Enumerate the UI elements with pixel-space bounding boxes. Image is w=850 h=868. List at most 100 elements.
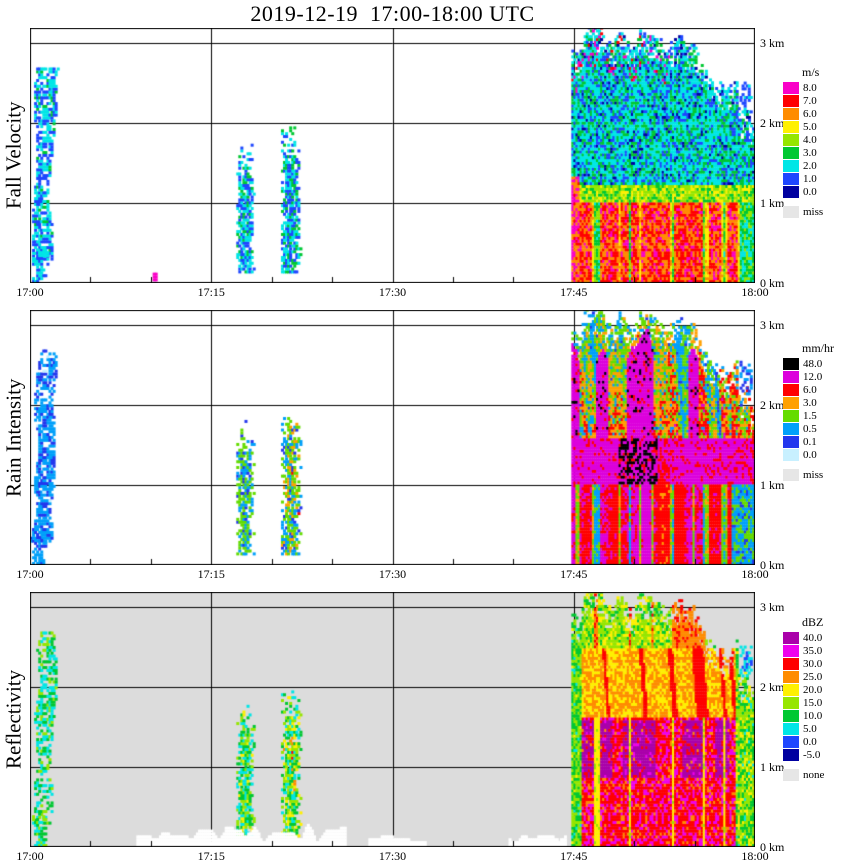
height-tick-label: 2 km — [760, 680, 785, 694]
colorbar-unit-fall-velocity: m/s — [802, 65, 820, 79]
colorbar-swatch — [783, 186, 799, 198]
colorbar-entry: 7.0 — [783, 95, 817, 107]
x-tick-label: 17:45 — [560, 567, 588, 581]
x-tick-label: 18:00 — [741, 849, 769, 863]
colorbar-swatch — [783, 769, 799, 781]
colorbar-swatch — [783, 645, 799, 657]
colorbar-entry: 3.0 — [783, 397, 817, 409]
colorbar-entry: 4.0 — [783, 134, 817, 146]
x-tick-label: 17:30 — [378, 285, 407, 299]
colorbar-value-label: 15.0 — [803, 697, 823, 709]
colorbar-value-label: 30.0 — [803, 658, 823, 670]
colorbar-entry: miss — [783, 469, 823, 481]
colorbar-swatch — [783, 410, 799, 422]
colorbar-value-label: 48.0 — [803, 358, 823, 370]
colorbar-value-label: 0.0 — [803, 449, 817, 461]
colorbar-entry: 12.0 — [783, 371, 822, 383]
colorbar-swatch — [783, 632, 799, 644]
colorbar-entry: 0.1 — [783, 436, 817, 448]
x-tick-label: 18:00 — [741, 285, 769, 299]
colorbar-swatch — [783, 108, 799, 120]
colorbar-swatch — [783, 436, 799, 448]
colorbar-value-label: 25.0 — [803, 671, 823, 683]
colorbar-value-label: 0.0 — [803, 736, 817, 748]
colorbar-value-label: 40.0 — [803, 632, 823, 644]
x-tick-label: 17:00 — [16, 285, 44, 299]
colorbar-swatch — [783, 95, 799, 107]
rain-intensity-heatmap — [30, 310, 755, 565]
x-tick-label: 17:30 — [378, 849, 407, 863]
colorbar-entry: 8.0 — [783, 82, 817, 94]
x-tick-label: 17:45 — [560, 849, 588, 863]
colorbar-value-label: 3.0 — [803, 397, 817, 409]
colorbar-entry: 20.0 — [783, 684, 822, 696]
height-tick-label: 3 km — [760, 600, 785, 614]
colorbar-swatch — [783, 384, 799, 396]
colorbar-unit-rain-intensity: mm/hr — [802, 341, 834, 355]
x-tick-label: 17:45 — [560, 285, 588, 299]
colorbar-value-label: 6.0 — [803, 384, 817, 396]
fall-velocity-heatmap — [30, 28, 755, 283]
x-tick-label: 17:30 — [378, 567, 407, 581]
colorbar-entry: 15.0 — [783, 697, 822, 709]
colorbar-value-label: 2.0 — [803, 160, 817, 172]
colorbar-swatch — [783, 134, 799, 146]
colorbar-value-label: 0.1 — [803, 436, 817, 448]
colorbar-entry: 6.0 — [783, 384, 817, 396]
colorbar-entry: 10.0 — [783, 710, 822, 722]
height-tick-label: 0 km — [760, 276, 785, 290]
colorbar-entry: 25.0 — [783, 671, 822, 683]
height-tick-label: 1 km — [760, 478, 785, 492]
colorbar-entry: -5.0 — [783, 749, 820, 761]
figure-title: 2019-12-19 17:00-18:00 UTC — [250, 1, 535, 26]
colorbar-value-label: 10.0 — [803, 710, 823, 722]
colorbar-entry: 0.0 — [783, 449, 817, 461]
x-tick-label: 17:00 — [16, 849, 44, 863]
colorbar-swatch — [783, 658, 799, 670]
height-tick-label: 1 km — [760, 196, 785, 210]
colorbar-swatch — [783, 371, 799, 383]
colorbar-entry: 48.0 — [783, 358, 822, 370]
panel-label-fall-velocity: Fall Velocity — [1, 101, 26, 210]
colorbar-value-label: 7.0 — [803, 95, 817, 107]
colorbar-swatch — [783, 397, 799, 409]
colorbar-value-label: 4.0 — [803, 134, 817, 146]
colorbar-entry: 5.0 — [783, 723, 817, 735]
colorbar-value-label: 5.0 — [803, 723, 817, 735]
colorbar-swatch — [783, 82, 799, 94]
colorbar-value-label: 20.0 — [803, 684, 823, 696]
height-tick-label: 2 km — [760, 398, 785, 412]
colorbar-value-label: 12.0 — [803, 371, 823, 383]
colorbar-entry: 5.0 — [783, 121, 817, 133]
colorbar-swatch — [783, 423, 799, 435]
panel-label-rain-intensity: Rain Intensity — [1, 378, 26, 497]
colorbar-value-label: 6.0 — [803, 108, 817, 120]
colorbar-swatch — [783, 469, 799, 481]
height-tick-label: 3 km — [760, 318, 785, 332]
colorbar-entry: 30.0 — [783, 658, 822, 670]
colorbar-value-label: 3.0 — [803, 147, 817, 159]
colorbar-value-label: 1.5 — [803, 410, 817, 422]
colorbar-value-label: 8.0 — [803, 82, 817, 94]
colorbar-swatch — [783, 710, 799, 722]
colorbar-entry: miss — [783, 206, 823, 218]
colorbar-entry: 3.0 — [783, 147, 817, 159]
colorbar-entry: 35.0 — [783, 645, 822, 657]
x-tick-label: 18:00 — [741, 567, 769, 581]
colorbar-swatch — [783, 206, 799, 218]
colorbar-swatch — [783, 449, 799, 461]
x-tick-label: 17:15 — [197, 285, 225, 299]
height-tick-label: 0 km — [760, 840, 785, 854]
colorbar-value-label: miss — [803, 206, 824, 218]
height-tick-label: 3 km — [760, 36, 785, 50]
height-tick-label: 0 km — [760, 558, 785, 572]
colorbar-swatch — [783, 723, 799, 735]
colorbar-entry: 0.0 — [783, 736, 817, 748]
colorbar-value-label: 0.5 — [803, 423, 817, 435]
colorbar-value-label: 35.0 — [803, 645, 823, 657]
colorbar-value-label: -5.0 — [803, 749, 821, 761]
colorbar-swatch — [783, 749, 799, 761]
colorbar-value-label: 5.0 — [803, 121, 817, 133]
colorbar-swatch — [783, 147, 799, 159]
